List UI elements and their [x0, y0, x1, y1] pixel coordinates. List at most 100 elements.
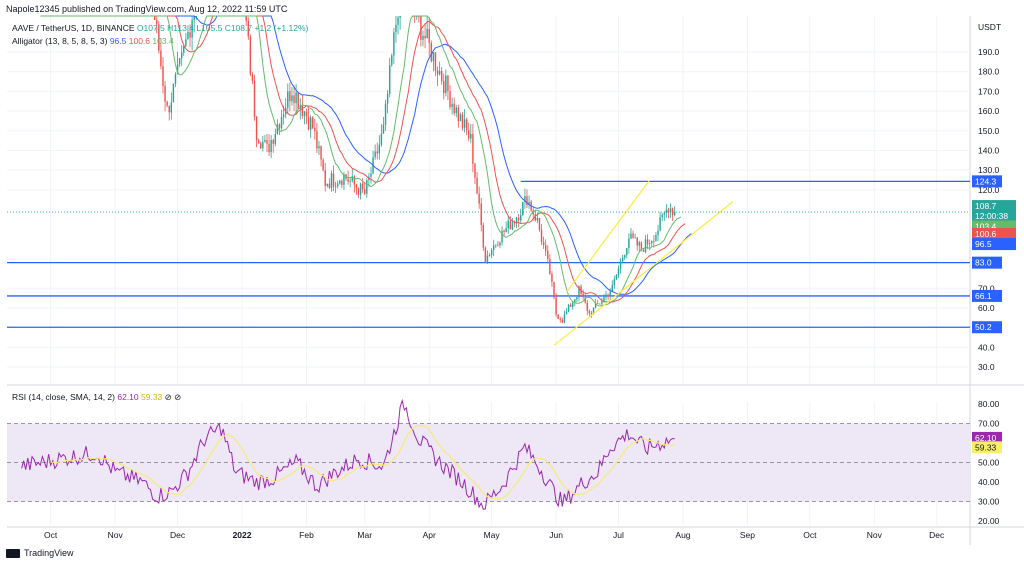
candle-body: [322, 159, 324, 171]
candle-body: [528, 201, 530, 206]
rsi-settings-icon[interactable]: ⊘ ⊘: [164, 392, 182, 402]
candle-body: [651, 241, 653, 244]
price-tick-label: 30.0: [978, 362, 995, 372]
candle-body: [260, 143, 262, 149]
candle-body: [588, 310, 591, 314]
channel-lower-line: [553, 201, 734, 346]
candle-body: [596, 303, 599, 304]
candle-body: [245, 16, 247, 21]
close-value: C108.7: [224, 23, 253, 33]
candle-body: [341, 180, 343, 185]
level-price-label: 66.1: [975, 291, 992, 301]
footer-brand: TradingView: [24, 548, 74, 558]
candle-body: [255, 116, 258, 141]
candle-body: [648, 243, 651, 245]
candle-body: [309, 117, 312, 130]
candle-body: [180, 52, 183, 59]
candle-body: [430, 42, 433, 62]
candle-body: [422, 35, 424, 40]
candle-body: [474, 163, 476, 178]
candle-body: [156, 19, 158, 25]
candle-body: [339, 180, 341, 184]
candle-body: [505, 228, 507, 232]
candle-body: [334, 186, 337, 187]
price-tick-label: 170.0: [978, 86, 1000, 96]
candle-body: [330, 173, 333, 188]
low-value: L105.5: [196, 23, 223, 33]
candle-body: [549, 258, 551, 274]
candle-body: [297, 92, 299, 109]
candle-body: [295, 92, 297, 104]
price-tick-label: 180.0: [978, 67, 1000, 77]
price-tick-label: 160.0: [978, 106, 1000, 116]
candle-body: [594, 303, 597, 308]
rsi-value-label: 62.10: [975, 433, 997, 443]
candle-body: [380, 133, 383, 145]
candle-body: [328, 183, 331, 188]
candle-body: [538, 217, 541, 230]
open-value: O107.5: [136, 23, 165, 33]
candle-body: [626, 248, 628, 255]
candle-body: [609, 291, 611, 297]
candle-body: [445, 75, 447, 94]
candle-body: [189, 32, 191, 38]
candle-body: [366, 179, 368, 194]
candle-body: [351, 176, 353, 181]
candle-body: [276, 124, 279, 135]
candle-body: [472, 133, 474, 164]
rsi-value: 62.10: [117, 392, 139, 402]
candle-body: [480, 203, 482, 225]
candle-body: [601, 301, 603, 304]
candle-body: [522, 202, 524, 216]
candle-body: [503, 230, 505, 232]
candle-body: [451, 103, 453, 108]
candle-body: [397, 17, 399, 25]
time-tick-label: Dec: [929, 530, 945, 540]
time-tick-label: Jul: [613, 530, 624, 540]
candle-body: [624, 254, 626, 258]
candle-body: [544, 245, 547, 251]
candle-body: [599, 303, 601, 305]
candle-body: [657, 230, 659, 236]
candle-body: [484, 247, 487, 263]
rsi-legend: RSI (14, close, SMA, 14, 2) 62.10 59.33 …: [12, 392, 181, 403]
candle-body: [438, 71, 441, 75]
candle-body: [582, 293, 584, 298]
candle-body: [663, 213, 665, 215]
candle-body: [447, 75, 449, 92]
candle-body: [420, 16, 422, 40]
candle-body: [655, 235, 657, 242]
channel-upper-line: [566, 179, 651, 293]
candle-body: [312, 117, 314, 128]
candle-body: [386, 93, 389, 104]
candle-body: [378, 144, 381, 154]
candle-body: [174, 74, 177, 84]
level-price-tag: [972, 175, 1002, 188]
candle-body: [653, 241, 655, 242]
candle-body: [524, 196, 526, 203]
candle-body: [287, 91, 289, 108]
time-tick-label: Jun: [549, 530, 563, 540]
candle-body: [619, 261, 622, 269]
time-tick-label: Sep: [740, 530, 755, 540]
price-tick-label: 130.0: [978, 165, 1000, 175]
candle-body: [153, 16, 156, 20]
time-tick-label: May: [484, 530, 501, 540]
candle-body: [644, 239, 647, 252]
candle-body: [436, 70, 439, 75]
time-tick-label: 2022: [233, 530, 252, 540]
candle-body: [542, 241, 545, 246]
candle-body: [486, 255, 489, 263]
candle-body: [576, 297, 578, 300]
candle-body: [468, 130, 470, 139]
candle-body: [478, 193, 480, 204]
candle-body: [673, 212, 676, 216]
countdown-label: 12:00:38: [975, 211, 1008, 221]
candle-body: [324, 170, 326, 186]
candle-body: [307, 116, 310, 130]
price-tick-label: 140.0: [978, 145, 1000, 155]
candle-body: [534, 214, 537, 221]
rsi-tick-label: 70.00: [978, 419, 1000, 429]
candle-body: [434, 52, 437, 71]
